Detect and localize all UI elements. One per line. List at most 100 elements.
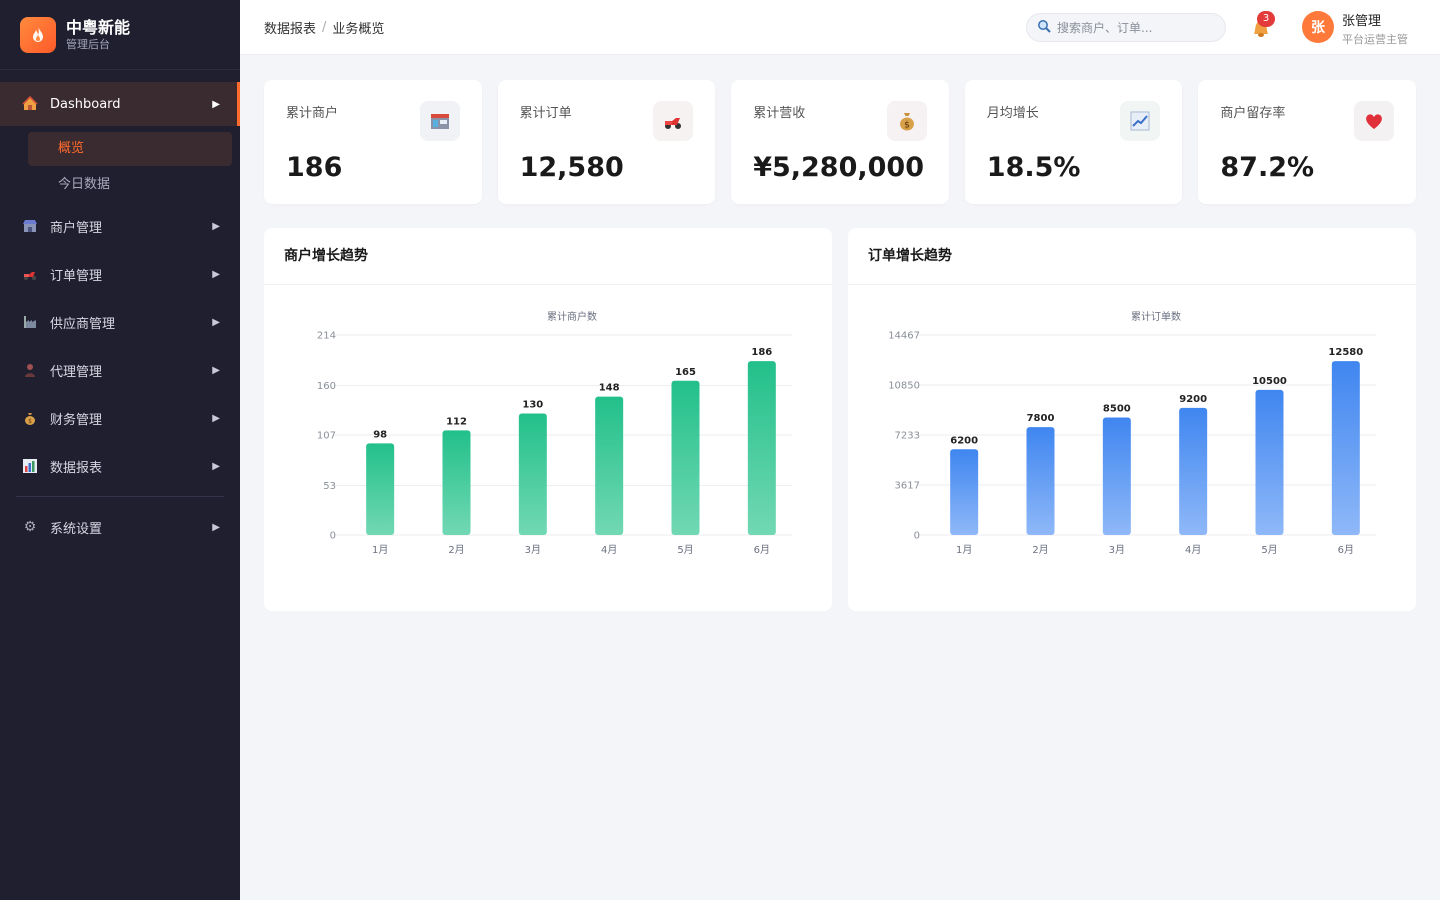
top-bar: 数据报表 / 业务概览 3 张 张管理 平台运营主管: [240, 0, 1440, 55]
notification-badge: 3: [1257, 11, 1275, 27]
sidebar-item-label: Dashboard: [50, 96, 121, 112]
sidebar-item-label: 数据报表: [50, 460, 103, 476]
y-tick-label: 214: [317, 331, 336, 342]
bar: [366, 443, 395, 535]
x-tick-label: 5月: [1261, 544, 1277, 556]
x-tick-label: 1月: [372, 544, 388, 556]
brand[interactable]: 中粤新能 管理后台: [0, 0, 240, 70]
stat-value: ¥5,280,000: [753, 152, 924, 183]
y-tick-label: 0: [330, 531, 336, 542]
bar-chart-icon: [22, 458, 38, 474]
person-icon: [22, 362, 38, 378]
shop-icon: [22, 218, 38, 234]
stat-label: 月均增长: [986, 106, 1039, 121]
factory-icon: [22, 314, 38, 330]
money-bag-icon: $: [22, 410, 38, 426]
caret-right-icon: ▶: [212, 364, 220, 376]
breadcrumb-item-reports[interactable]: 数据报表: [264, 21, 317, 37]
merchant-bar-chart: 累计商户数 0 53 107 160 214 98 1月 112 2月 130 3月 148 4月 165 5…: [317, 310, 792, 556]
sidebar-item-agents[interactable]: 代理管理 ▶: [0, 348, 240, 392]
sidebar-item-finance[interactable]: $ 财务管理 ▶: [0, 396, 240, 440]
bar: [1026, 427, 1055, 535]
flame-logo-icon: [20, 16, 56, 53]
data-label: 12580: [1328, 347, 1363, 358]
sidebar-subitem-today[interactable]: 今日数据: [58, 177, 111, 192]
bar: [1331, 361, 1360, 535]
x-tick-label: 4月: [601, 544, 617, 556]
order-growth-card: 订单增长趋势 累计订单数 0 3617 7233 10850 14467 6200 1月 780…: [848, 228, 1416, 611]
sidebar-item-reports[interactable]: 数据报表 ▶: [0, 444, 240, 488]
data-label: 8500: [1103, 403, 1131, 414]
sidebar-item-label: 财务管理: [50, 412, 103, 428]
chart-title: 累计订单数: [1131, 310, 1181, 323]
svg-text:$: $: [28, 418, 32, 425]
data-label: 165: [675, 367, 696, 378]
brand-title: 中粤新能: [66, 17, 131, 37]
breadcrumb: 数据报表 / 业务概览: [264, 18, 384, 37]
y-tick-label: 7233: [895, 431, 920, 442]
search-input[interactable]: [1057, 20, 1217, 35]
y-tick-label: 53: [323, 481, 336, 492]
sidebar-item-orders[interactable]: 订单管理 ▶: [0, 252, 240, 296]
sidebar-item-dashboard[interactable]: Dashboard ▶: [0, 82, 240, 126]
bar: [950, 449, 979, 535]
sidebar-item-suppliers[interactable]: 供应商管理 ▶: [0, 300, 240, 344]
bar: [518, 413, 547, 535]
store-icon: [419, 101, 460, 141]
brand-subtitle: 管理后台: [66, 37, 110, 51]
card-title: 订单增长趋势: [848, 228, 1416, 285]
sidebar-subitem-overview[interactable]: 概览: [28, 132, 232, 166]
bar: [595, 396, 624, 535]
y-tick-label: 0: [914, 531, 920, 542]
data-label: 6200: [950, 435, 978, 446]
x-tick-label: 2月: [448, 544, 464, 556]
sidebar-item-label: 供应商管理: [50, 316, 116, 332]
sidebar-item-label: 代理管理: [50, 364, 103, 380]
stat-card-revenue: 累计营收 ¥5,280,000 $: [731, 80, 949, 204]
data-label: 112: [446, 416, 467, 427]
search-box[interactable]: [1026, 13, 1226, 42]
card-title: 商户增长趋势: [264, 228, 832, 285]
caret-right-icon: ▶: [212, 460, 220, 472]
house-icon: [22, 96, 38, 112]
y-tick-label: 160: [317, 381, 336, 392]
stat-card-retention: 商户留存率 87.2%: [1198, 80, 1416, 204]
gear-icon: ⚙: [23, 519, 37, 535]
stat-value: 186: [286, 152, 343, 183]
search-icon: [1037, 18, 1051, 37]
data-label: 7800: [1027, 413, 1055, 424]
avatar[interactable]: 张: [1302, 11, 1334, 43]
x-tick-label: 1月: [956, 544, 972, 556]
user-role: 平台运营主管: [1342, 33, 1408, 46]
stat-label: 累计订单: [519, 106, 572, 121]
stat-cards: 累计商户 186 累计订单 12,580 累计营收 ¥5,280,000 $ 月…: [264, 80, 1416, 204]
caret-right-icon: ▶: [212, 268, 220, 280]
breadcrumb-item-overview: 业务概览: [332, 21, 385, 37]
stat-value: 12,580: [519, 152, 624, 183]
sidebar-divider: [16, 496, 224, 497]
trend-up-icon: [1120, 101, 1161, 141]
data-label: 148: [599, 383, 620, 394]
sidebar: 中粤新能 管理后台 Dashboard ▶ 概览 今日数据 商户管理 ▶: [0, 0, 240, 900]
x-tick-label: 6月: [1338, 544, 1354, 556]
breadcrumb-separator: /: [322, 19, 327, 35]
sidebar-nav: Dashboard ▶ 概览 今日数据 商户管理 ▶ 订单管理 ▶ 供应商管理: [0, 70, 240, 549]
stat-label: 累计营收: [753, 106, 806, 121]
dashboard-submenu: 概览 今日数据: [0, 130, 240, 202]
bar: [442, 430, 471, 535]
caret-right-icon: ▶: [212, 220, 220, 232]
sidebar-item-merchants[interactable]: 商户管理 ▶: [0, 204, 240, 248]
user-name[interactable]: 张管理: [1342, 14, 1382, 29]
order-bar-chart: 累计订单数 0 3617 7233 10850 14467 6200 1月 7800 2月 8500…: [888, 310, 1376, 556]
svg-text:$: $: [904, 121, 910, 131]
stat-card-growth: 月均增长 18.5%: [964, 80, 1183, 204]
stat-label: 累计商户: [286, 106, 339, 121]
bar: [1102, 417, 1131, 535]
caret-right-icon: ▶: [212, 316, 220, 328]
x-tick-label: 5月: [677, 544, 693, 556]
sidebar-item-settings[interactable]: ⚙ 系统设置 ▶: [0, 505, 240, 549]
y-tick-label: 14467: [888, 331, 920, 342]
caret-right-icon: ▶: [212, 98, 220, 110]
merchant-growth-card: 商户增长趋势 累计商户数 0 53 107 160 214 98 1月 112 2月 130 3月 14…: [264, 228, 832, 611]
scooter-icon: [22, 266, 38, 282]
